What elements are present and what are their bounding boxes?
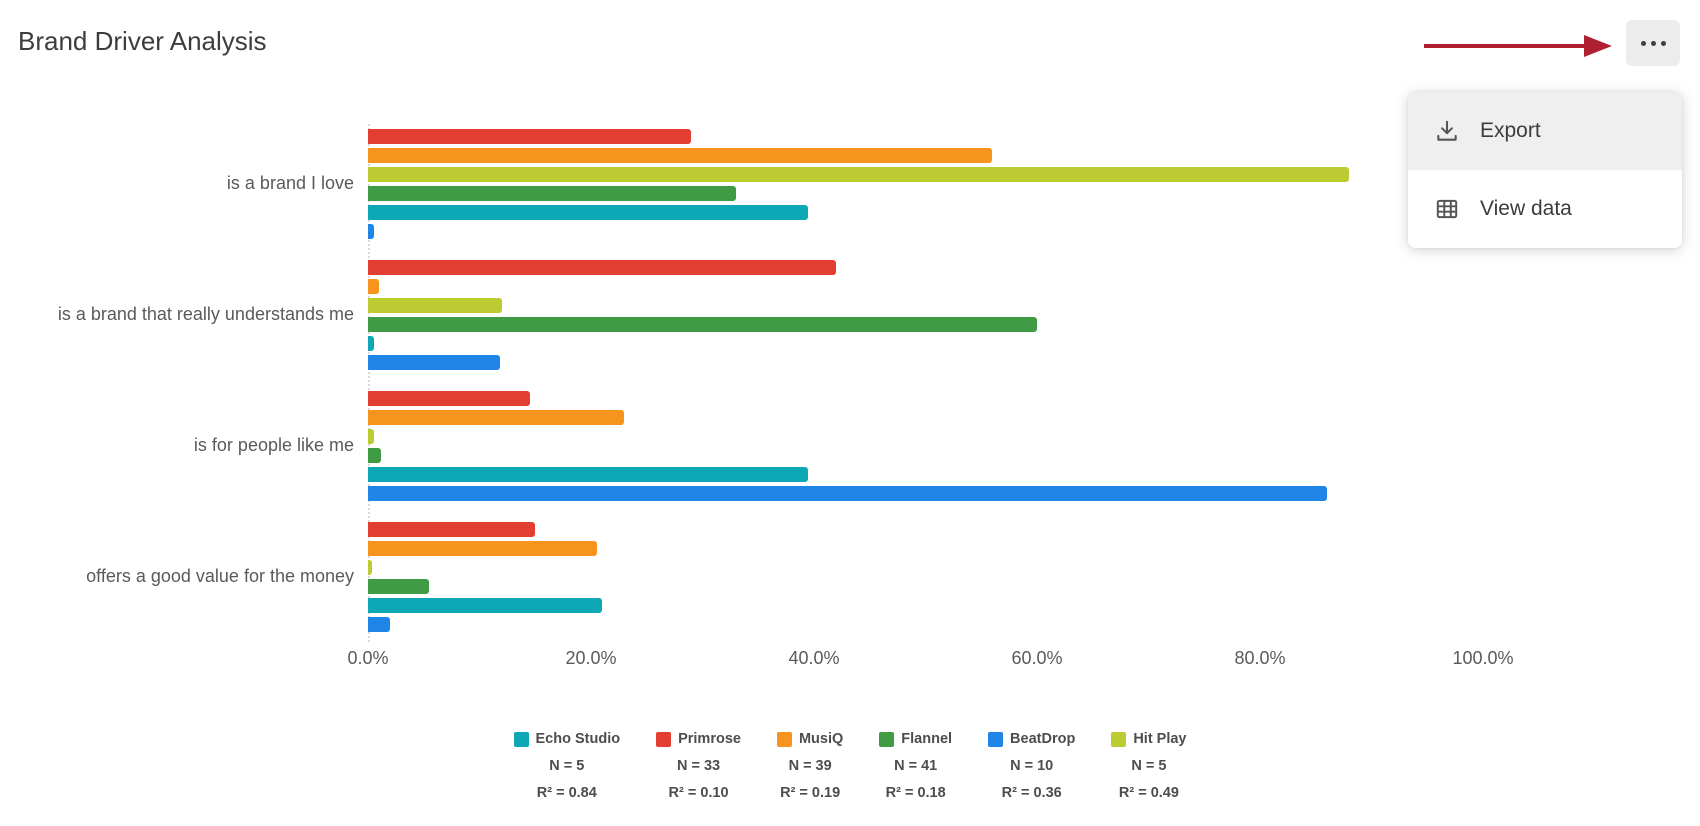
chart-row: is for people like me	[0, 380, 1500, 511]
x-tick-label: 20.0%	[565, 648, 617, 668]
bar-hit-play[interactable]	[368, 166, 1350, 182]
bar-flannel[interactable]	[368, 578, 430, 594]
chart-row: is a brand I love	[0, 118, 1500, 249]
chart-row: offers a good value for the money	[0, 511, 1500, 642]
menu-item-label: Export	[1480, 119, 1541, 142]
legend-item-hit-play[interactable]: Hit Play N = 5 R² = 0.49	[1111, 726, 1187, 807]
bar-group	[368, 259, 1483, 370]
legend-n-label: N = 10	[1010, 758, 1054, 774]
bar-hit-play[interactable]	[368, 559, 373, 575]
dropdown-menu: Export View data	[1408, 92, 1682, 248]
bar-echo-studio[interactable]	[368, 335, 374, 351]
table-icon	[1436, 199, 1458, 219]
legend-n-label: N = 41	[894, 758, 938, 774]
bar-musiq[interactable]	[368, 147, 993, 163]
bar-musiq[interactable]	[368, 278, 380, 294]
bar-flannel[interactable]	[368, 447, 382, 463]
bar-primrose[interactable]	[368, 128, 692, 144]
bar-group	[368, 521, 1483, 632]
legend-item-musiq[interactable]: MusiQ N = 39 R² = 0.19	[776, 726, 844, 807]
bar-primrose[interactable]	[368, 521, 536, 537]
legend-item-flannel[interactable]: Flannel N = 41 R² = 0.18	[879, 726, 952, 807]
legend-name-row: Hit Play	[1111, 726, 1187, 753]
x-tick-label: 40.0%	[788, 648, 840, 668]
bar-beatdrop[interactable]	[368, 485, 1327, 501]
legend-n-label: N = 39	[788, 758, 832, 774]
x-axis: 0.0% 20.0% 40.0% 60.0% 80.0% 100.0%	[347, 648, 1513, 674]
menu-item-label: View data	[1480, 197, 1572, 220]
legend-swatch	[988, 732, 1004, 747]
legend-r2-label: R² = 0.19	[780, 785, 841, 801]
more-options-button[interactable]	[1626, 20, 1680, 66]
legend-swatch	[656, 732, 672, 747]
legend-n-label: N = 33	[676, 758, 721, 774]
bar-musiq[interactable]	[368, 409, 625, 425]
legend-name-row: Primrose	[656, 726, 741, 753]
legend-item-echo-studio[interactable]: Echo Studio N = 5 R² = 0.84	[513, 726, 621, 807]
bar-beatdrop[interactable]	[368, 616, 391, 632]
legend-series-name: MusiQ	[798, 731, 844, 747]
legend-swatch	[879, 732, 895, 747]
legend-item-beatdrop[interactable]: BeatDrop N = 10 R² = 0.36	[988, 726, 1075, 807]
category-label: is for people like me	[193, 435, 354, 455]
bar-flannel[interactable]	[368, 185, 736, 201]
legend-name-row: Flannel	[879, 726, 952, 753]
menu-item-view-data[interactable]: View data	[1408, 170, 1682, 248]
legend-swatch	[513, 732, 529, 747]
menu-item-export[interactable]: Export	[1408, 92, 1682, 170]
bar-echo-studio[interactable]	[368, 204, 809, 220]
legend-swatch	[776, 732, 792, 747]
legend-r2-label: R² = 0.10	[668, 785, 729, 801]
legend-name-row: Echo Studio	[513, 726, 621, 753]
page-title: Brand Driver Analysis	[18, 26, 267, 56]
bar-beatdrop[interactable]	[368, 223, 374, 239]
axis-zero-line	[368, 124, 370, 642]
bar-echo-studio[interactable]	[368, 597, 603, 613]
legend-series-name: Flannel	[901, 731, 953, 747]
bar-chart: is a brand I love is a brand that really …	[0, 118, 1500, 642]
bar-group	[368, 128, 1483, 239]
bar-primrose[interactable]	[368, 390, 530, 406]
legend-series-name: Hit Play	[1133, 731, 1187, 747]
legend-n-label: N = 5	[1131, 758, 1167, 774]
download-icon	[1437, 120, 1457, 141]
bar-flannel[interactable]	[368, 316, 1037, 332]
legend-series-name: Echo Studio	[535, 731, 621, 747]
chart-rows: is a brand I love is a brand that really …	[0, 118, 1500, 642]
x-tick-label: 60.0%	[1011, 648, 1063, 668]
category-label: is a brand that really understands me	[57, 304, 354, 324]
legend-name-row: BeatDrop	[988, 726, 1075, 753]
x-tick-label: 0.0%	[347, 648, 389, 668]
chart-row: is a brand that really understands me	[0, 249, 1500, 380]
bar-beatdrop[interactable]	[368, 354, 500, 370]
legend: Echo Studio N = 5 R² = 0.84 Primrose N = 33 R…	[0, 726, 1700, 807]
legend-swatch	[1111, 732, 1127, 747]
bar-group	[368, 390, 1483, 501]
bar-hit-play[interactable]	[368, 428, 374, 444]
bar-echo-studio[interactable]	[368, 466, 809, 482]
category-label: is a brand I love	[226, 173, 354, 193]
x-tick-label: 100.0%	[1452, 648, 1514, 668]
legend-n-label: N = 5	[549, 758, 585, 774]
legend-r2-label: R² = 0.49	[1118, 785, 1179, 801]
legend-series-name: BeatDrop	[1010, 731, 1076, 747]
annotation-arrow	[1424, 35, 1612, 57]
bar-primrose[interactable]	[368, 259, 837, 275]
legend-r2-label: R² = 0.84	[536, 785, 597, 801]
x-tick-label: 80.0%	[1234, 648, 1286, 668]
legend-series-name: Primrose	[678, 731, 741, 747]
bar-musiq[interactable]	[368, 540, 597, 556]
bar-hit-play[interactable]	[368, 297, 502, 313]
legend-name-row: MusiQ	[776, 726, 844, 753]
category-label: offers a good value for the money	[86, 566, 354, 586]
legend-r2-label: R² = 0.18	[885, 785, 946, 801]
ellipsis-icon	[1640, 40, 1666, 46]
legend-r2-label: R² = 0.36	[1001, 785, 1062, 801]
legend-item-primrose[interactable]: Primrose N = 33 R² = 0.10	[656, 726, 741, 807]
